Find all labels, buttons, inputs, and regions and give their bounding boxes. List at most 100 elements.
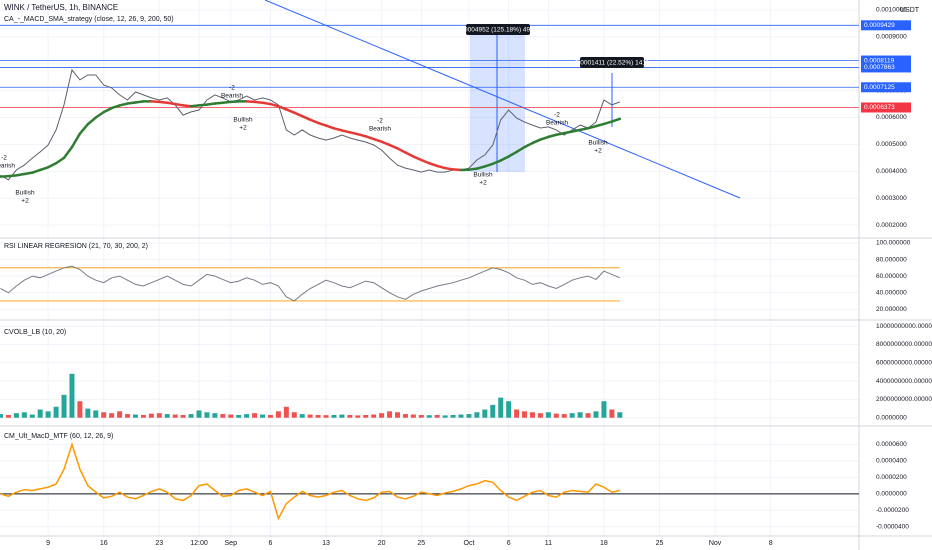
volume-bar	[434, 415, 440, 418]
measure-label: 0.0004952 (125.18%) 4952	[459, 27, 538, 34]
pane-title: CVOLB_LB (10, 20)	[4, 329, 66, 336]
moving-average	[316, 121, 328, 127]
volume-bar	[331, 415, 337, 418]
volume-bar	[299, 414, 305, 418]
volume-bar	[506, 401, 512, 418]
moving-average	[158, 100, 169, 104]
volume-bar	[93, 410, 99, 418]
y-tick-label: 0.0000200	[876, 474, 907, 481]
volume-bar	[315, 415, 321, 418]
moving-average	[181, 104, 193, 108]
volume-bar	[148, 413, 154, 418]
pane-title: RSI LINEAR REGRESION (21, 70, 30, 200, 2…	[4, 243, 148, 250]
moving-average	[547, 133, 558, 139]
signal-label: +2	[594, 148, 602, 155]
volume-bar	[395, 412, 400, 418]
volume-bar	[387, 411, 393, 418]
measure-label-bg	[580, 57, 644, 68]
volume-bar	[53, 406, 59, 418]
moving-average	[412, 155, 423, 162]
volume-bar	[21, 412, 27, 418]
signal-label: +2	[239, 125, 247, 132]
moving-average	[332, 127, 344, 132]
moving-average	[277, 104, 288, 111]
signal-label: Bullish	[15, 190, 35, 197]
volume-bar	[410, 414, 416, 418]
price-label-bg	[861, 55, 911, 66]
y-tick-label: 0.0000400	[876, 458, 907, 465]
currency: USDT	[900, 7, 920, 14]
moving-average	[523, 141, 534, 149]
signal-label: Bullish	[233, 117, 253, 124]
moving-average	[126, 101, 137, 105]
moving-average	[340, 129, 352, 134]
trend-line	[264, 0, 741, 199]
signal-label: Bearish	[221, 93, 243, 100]
y-tick-label: 8000000000.0000000	[876, 341, 932, 348]
volume-bar	[220, 414, 226, 418]
moving-average	[23, 171, 34, 176]
x-tick-label: 11	[545, 540, 552, 547]
volume-bar	[5, 415, 11, 418]
x-tick-label: 6	[269, 540, 273, 547]
volume-bar	[236, 415, 242, 418]
volume-bar	[228, 414, 234, 418]
volume-bar	[275, 411, 281, 418]
moving-average	[475, 165, 487, 170]
price-label-bg	[861, 82, 911, 93]
moving-average	[102, 106, 113, 114]
price-label: 0.0008119	[864, 57, 895, 64]
moving-average	[555, 131, 566, 136]
price-label: 0.0007125	[864, 84, 895, 91]
y-tick-label: 0.0009000	[876, 34, 907, 41]
signal-label: Bearish	[0, 163, 15, 170]
x-tick-label: 9	[46, 540, 50, 547]
y-tick-label: 40.000000	[876, 289, 907, 296]
moving-average	[435, 164, 447, 170]
moving-average	[285, 108, 296, 114]
moving-average	[70, 132, 82, 149]
moving-average	[380, 140, 391, 147]
volume-bar	[347, 415, 353, 418]
y-tick-label: 6000000000.0000000	[876, 360, 932, 367]
price-line-series	[0, 68, 620, 181]
moving-average	[245, 100, 256, 104]
volume-bar	[117, 411, 123, 418]
moving-average	[213, 101, 225, 105]
volume-bar	[204, 412, 210, 418]
moving-average	[269, 102, 280, 108]
y-tick-label: 100.000000	[876, 240, 911, 247]
moving-average	[586, 124, 598, 130]
signal-label: Bullish	[473, 172, 493, 179]
y-tick-label: -0.0000400	[876, 523, 909, 530]
price-label: 0.0006373	[864, 104, 895, 111]
moving-average	[396, 147, 407, 154]
volume-bar	[339, 414, 345, 418]
volume-bar	[101, 412, 107, 418]
moving-average	[78, 122, 90, 135]
price-label: 0.0007863	[864, 64, 895, 71]
volume-bar	[260, 414, 266, 418]
volume-bar	[561, 414, 567, 418]
volume-bar	[0, 414, 3, 418]
moving-average	[31, 168, 42, 174]
moving-average	[46, 161, 58, 169]
volume-bar	[283, 406, 289, 418]
volume-bar	[402, 414, 408, 418]
indicator-title: CA_-_MACD_SMA_strategy (close, 12, 26, 9…	[4, 16, 174, 23]
moving-average	[173, 102, 185, 107]
moving-average	[467, 167, 479, 171]
moving-average	[54, 156, 66, 165]
volume-bar	[617, 412, 623, 418]
moving-average	[531, 138, 542, 145]
y-tick-label: 0.0005000	[876, 141, 907, 148]
volume-bar	[474, 412, 480, 418]
volume-bar	[69, 373, 75, 418]
volume-bar	[458, 414, 464, 418]
x-tick-label: Oct	[464, 540, 475, 547]
moving-average	[62, 145, 74, 160]
y-tick-label: 4000000000.0000000	[876, 378, 932, 385]
y-tick-label: 0.0010000	[876, 7, 907, 14]
moving-average	[308, 118, 320, 125]
